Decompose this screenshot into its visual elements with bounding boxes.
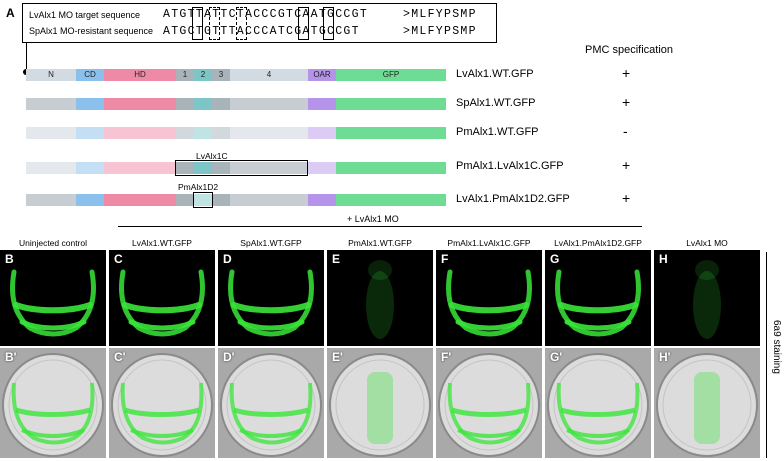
panel-letter: G' xyxy=(550,350,563,364)
panel-letter: D' xyxy=(223,350,235,364)
dic-overlay-image: D' xyxy=(218,348,324,458)
panel-letter: B' xyxy=(5,350,17,364)
region-1: 1 xyxy=(176,69,194,81)
embryo-dic-drawing xyxy=(654,348,760,458)
embryo-dic-drawing xyxy=(327,348,433,458)
target-sequence-label: LvAlx1 MO target sequence xyxy=(29,10,141,20)
pmc-result-2: + xyxy=(622,94,631,110)
injection-bracket-line xyxy=(118,226,642,227)
panel-letter: C xyxy=(114,252,123,266)
gfp-tag: GFP xyxy=(336,69,446,81)
panel-letter: B xyxy=(5,252,14,266)
construct-lvalx1-wt: N CD HD 1 2 3 4 OAR GFP xyxy=(26,69,446,81)
sequence-box: LvAlx1 MO target sequence ATGTTATTCTACCC… xyxy=(22,3,497,43)
column-title: SpAlx1.WT.GFP xyxy=(240,238,302,248)
oar-domain: OAR xyxy=(308,69,336,81)
column-title: PmAlx1.LvAlx1C.GFP xyxy=(447,238,531,248)
embryo-dic-drawing xyxy=(218,348,324,458)
mismatch-box-3 xyxy=(236,7,247,40)
mismatch-box-2 xyxy=(209,7,220,40)
fluorescence-image: H xyxy=(654,250,760,346)
inset-label-lvalx1c: LvAlx1C xyxy=(196,151,228,161)
dic-overlay-image: B' xyxy=(0,348,106,458)
embryo-fluorescence-drawing xyxy=(446,269,532,337)
column-title: LvAlx1 MO xyxy=(686,238,728,248)
mismatch-box-4 xyxy=(298,7,309,40)
fluorescence-image: D xyxy=(218,250,324,346)
inset-label-pmalx1d2: PmAlx1D2 xyxy=(178,182,219,192)
injection-header: + LvAlx1 MO xyxy=(347,214,399,224)
construct-pmalx1-lvalx1c xyxy=(26,162,446,174)
embryo-fluorescence-drawing xyxy=(228,269,314,337)
panel-letter: D xyxy=(223,252,232,266)
panel-letter: H xyxy=(659,252,668,266)
panel-letter: E xyxy=(332,252,341,266)
construct-name-3: PmAlx1.WT.GFP xyxy=(456,126,539,138)
column-title: PmAlx1.WT.GFP xyxy=(348,238,412,248)
region-4: 4 xyxy=(230,69,308,81)
pmc-result-5: + xyxy=(622,190,631,206)
staining-side-label: 6a9 staining xyxy=(771,320,782,374)
resistant-protein: >MLFYPSMP xyxy=(403,25,477,38)
connector-line xyxy=(26,43,27,71)
cd-domain: CD xyxy=(76,69,104,81)
resistant-sequence: ATGCTGTTTACCCATCGATGCCGT xyxy=(163,25,360,38)
n-region: N xyxy=(26,69,76,81)
embryo-dic-drawing xyxy=(436,348,542,458)
resistant-sequence-label: SpAlx1 MO-resistant sequence xyxy=(29,26,154,36)
mismatch-box-5 xyxy=(323,7,334,40)
embryo-fluorescence-drawing xyxy=(119,269,205,337)
target-sequence: ATGTTATTCTACCCGTCAATGCCGT xyxy=(163,8,369,21)
dic-overlay-image: E' xyxy=(327,348,433,458)
construct-name-1: LvAlx1.WT.GFP xyxy=(456,68,534,80)
embryo-fluorescence-drawing xyxy=(10,269,96,337)
hd-domain: HD xyxy=(104,69,176,81)
dic-overlay-image: C' xyxy=(109,348,215,458)
panel-letter: C' xyxy=(114,350,126,364)
panel-a-letter: A xyxy=(6,6,15,20)
dic-overlay-image: F' xyxy=(436,348,542,458)
target-protein: >MLFYPSMP xyxy=(403,8,477,21)
fluorescence-image: B xyxy=(0,250,106,346)
pmc-header: PMC specification xyxy=(585,44,674,56)
construct-name-4: PmAlx1.LvAlx1C.GFP xyxy=(456,160,564,172)
panel-letter: F xyxy=(441,252,449,266)
fluorescence-image: F xyxy=(436,250,542,346)
region-2: 2 xyxy=(194,69,212,81)
staining-side-line xyxy=(766,252,767,458)
embryo-dic-drawing xyxy=(109,348,215,458)
fluorescence-image: G xyxy=(545,250,651,346)
construct-spalx1-wt xyxy=(26,98,446,110)
panel-letter: F' xyxy=(441,350,452,364)
column-title: Uninjected control xyxy=(18,238,88,248)
construct-name-5: LvAlx1.PmAlx1D2.GFP xyxy=(456,193,570,205)
embryo-fluorescence-drawing xyxy=(366,260,394,339)
embryo-dic-drawing xyxy=(545,348,651,458)
panel-letter: G xyxy=(550,252,560,266)
construct-pmalx1-wt xyxy=(26,127,446,139)
dic-overlay-image: H' xyxy=(654,348,760,458)
fluorescence-image: E xyxy=(327,250,433,346)
embryo-fluorescence-drawing xyxy=(555,269,641,337)
mismatch-box-1 xyxy=(192,7,203,40)
swap-outline-pmalx1d2 xyxy=(193,192,213,208)
fluorescence-image: C xyxy=(109,250,215,346)
construct-name-2: SpAlx1.WT.GFP xyxy=(456,97,536,109)
embryo-dic-drawing xyxy=(0,348,106,458)
pmc-result-3: - xyxy=(623,123,628,139)
swap-outline-lvalx1c xyxy=(175,160,308,176)
dic-overlay-image: G' xyxy=(545,348,651,458)
region-3: 3 xyxy=(212,69,230,81)
pmc-result-1: + xyxy=(622,65,631,81)
column-title: LvAlx1.PmAlx1D2.GFP xyxy=(554,238,642,248)
column-title: LvAlx1.WT.GFP xyxy=(132,238,192,248)
construct-lvalx1-pmalx1d2 xyxy=(26,194,446,206)
panel-letter: H' xyxy=(659,350,671,364)
pmc-result-4: + xyxy=(622,157,631,173)
panel-letter: E' xyxy=(332,350,343,364)
embryo-fluorescence-drawing xyxy=(693,260,721,339)
